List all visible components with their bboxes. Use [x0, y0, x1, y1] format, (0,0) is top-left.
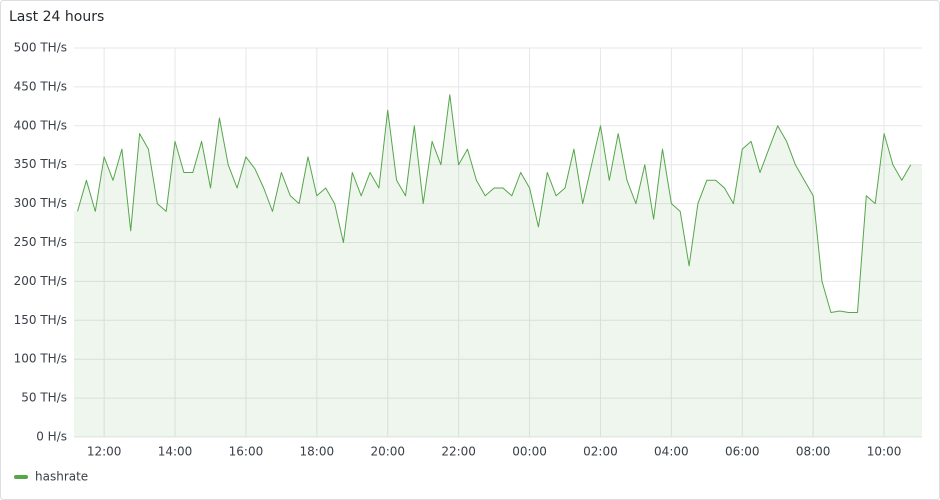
x-tick-label: 02:00 [583, 445, 618, 459]
y-tick-label: 200 TH/s [14, 274, 67, 288]
x-tick-label: 04:00 [654, 445, 689, 459]
x-tick-label: 22:00 [441, 445, 476, 459]
line [77, 94, 912, 313]
y-tick-label: 150 TH/s [14, 313, 67, 327]
y-tick-label: 100 TH/s [14, 352, 67, 366]
x-tick-label: 20:00 [370, 445, 405, 459]
x-tick-label: 00:00 [512, 445, 547, 459]
y-tick-label: 300 TH/s [14, 196, 67, 210]
x-tick-label: 06:00 [725, 445, 760, 459]
x-tick-label: 16:00 [229, 445, 264, 459]
y-tick-label: 350 TH/s [14, 157, 67, 171]
y-tick-label: 250 TH/s [14, 235, 67, 249]
y-tick-label: 500 TH/s [14, 41, 67, 55]
panel-title: Last 24 hours [9, 9, 104, 25]
x-tick-label: 08:00 [796, 445, 831, 459]
y-tick-label: 0 H/s [36, 430, 67, 444]
legend-label: hashrate [35, 470, 88, 484]
legend-swatch [14, 475, 28, 479]
x-tick-label: 10:00 [867, 445, 902, 459]
y-tick-label: 50 TH/s [21, 391, 67, 405]
x-tick-label: 18:00 [300, 445, 335, 459]
y-tick-label: 400 TH/s [14, 118, 67, 132]
x-tick-label: 14:00 [158, 445, 193, 459]
x-tick-label: 12:00 [87, 445, 122, 459]
area-fill [74, 94, 922, 437]
y-tick-label: 450 TH/s [14, 79, 67, 93]
